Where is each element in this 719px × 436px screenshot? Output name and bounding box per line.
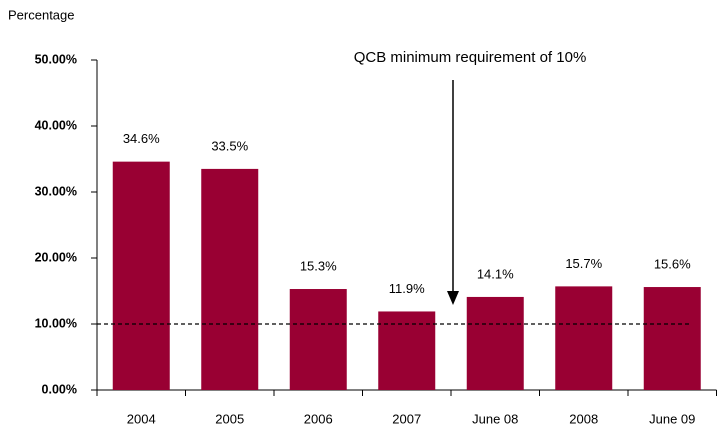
x-tick-label: 2007 <box>392 411 421 426</box>
y-tick-label: 20.00% <box>35 250 77 264</box>
x-tick-label: 2006 <box>304 411 333 426</box>
value-label: 15.3% <box>300 258 337 273</box>
arrow-head <box>447 291 459 305</box>
y-axis-label: Percentage <box>8 7 75 22</box>
value-label: 34.6% <box>123 131 160 146</box>
y-tick-label: 0.00% <box>42 382 77 396</box>
bar <box>555 286 613 390</box>
x-tick-label: 2008 <box>569 411 598 426</box>
x-tick-label: 2004 <box>127 411 156 426</box>
annotation: QCB minimum requirement of 10% <box>354 49 587 66</box>
x-tick-label: June 08 <box>472 411 518 426</box>
bar <box>112 161 170 390</box>
value-label: 15.6% <box>654 256 691 271</box>
bar <box>201 168 259 390</box>
bar <box>378 311 436 390</box>
y-tick-label: 50.00% <box>35 52 77 66</box>
y-tick-label: 30.00% <box>35 184 77 198</box>
y-tick-label: 10.00% <box>35 316 77 330</box>
bar <box>466 296 524 390</box>
value-label: 33.5% <box>211 138 248 153</box>
bar <box>643 287 701 390</box>
bar <box>289 289 347 390</box>
value-label: 11.9% <box>389 281 425 296</box>
x-tick-label: June 09 <box>649 411 695 426</box>
y-tick-label: 40.00% <box>35 118 77 132</box>
value-label: 14.1% <box>477 266 514 281</box>
value-label: 15.7% <box>565 256 602 271</box>
x-tick-label: 2005 <box>215 411 244 426</box>
